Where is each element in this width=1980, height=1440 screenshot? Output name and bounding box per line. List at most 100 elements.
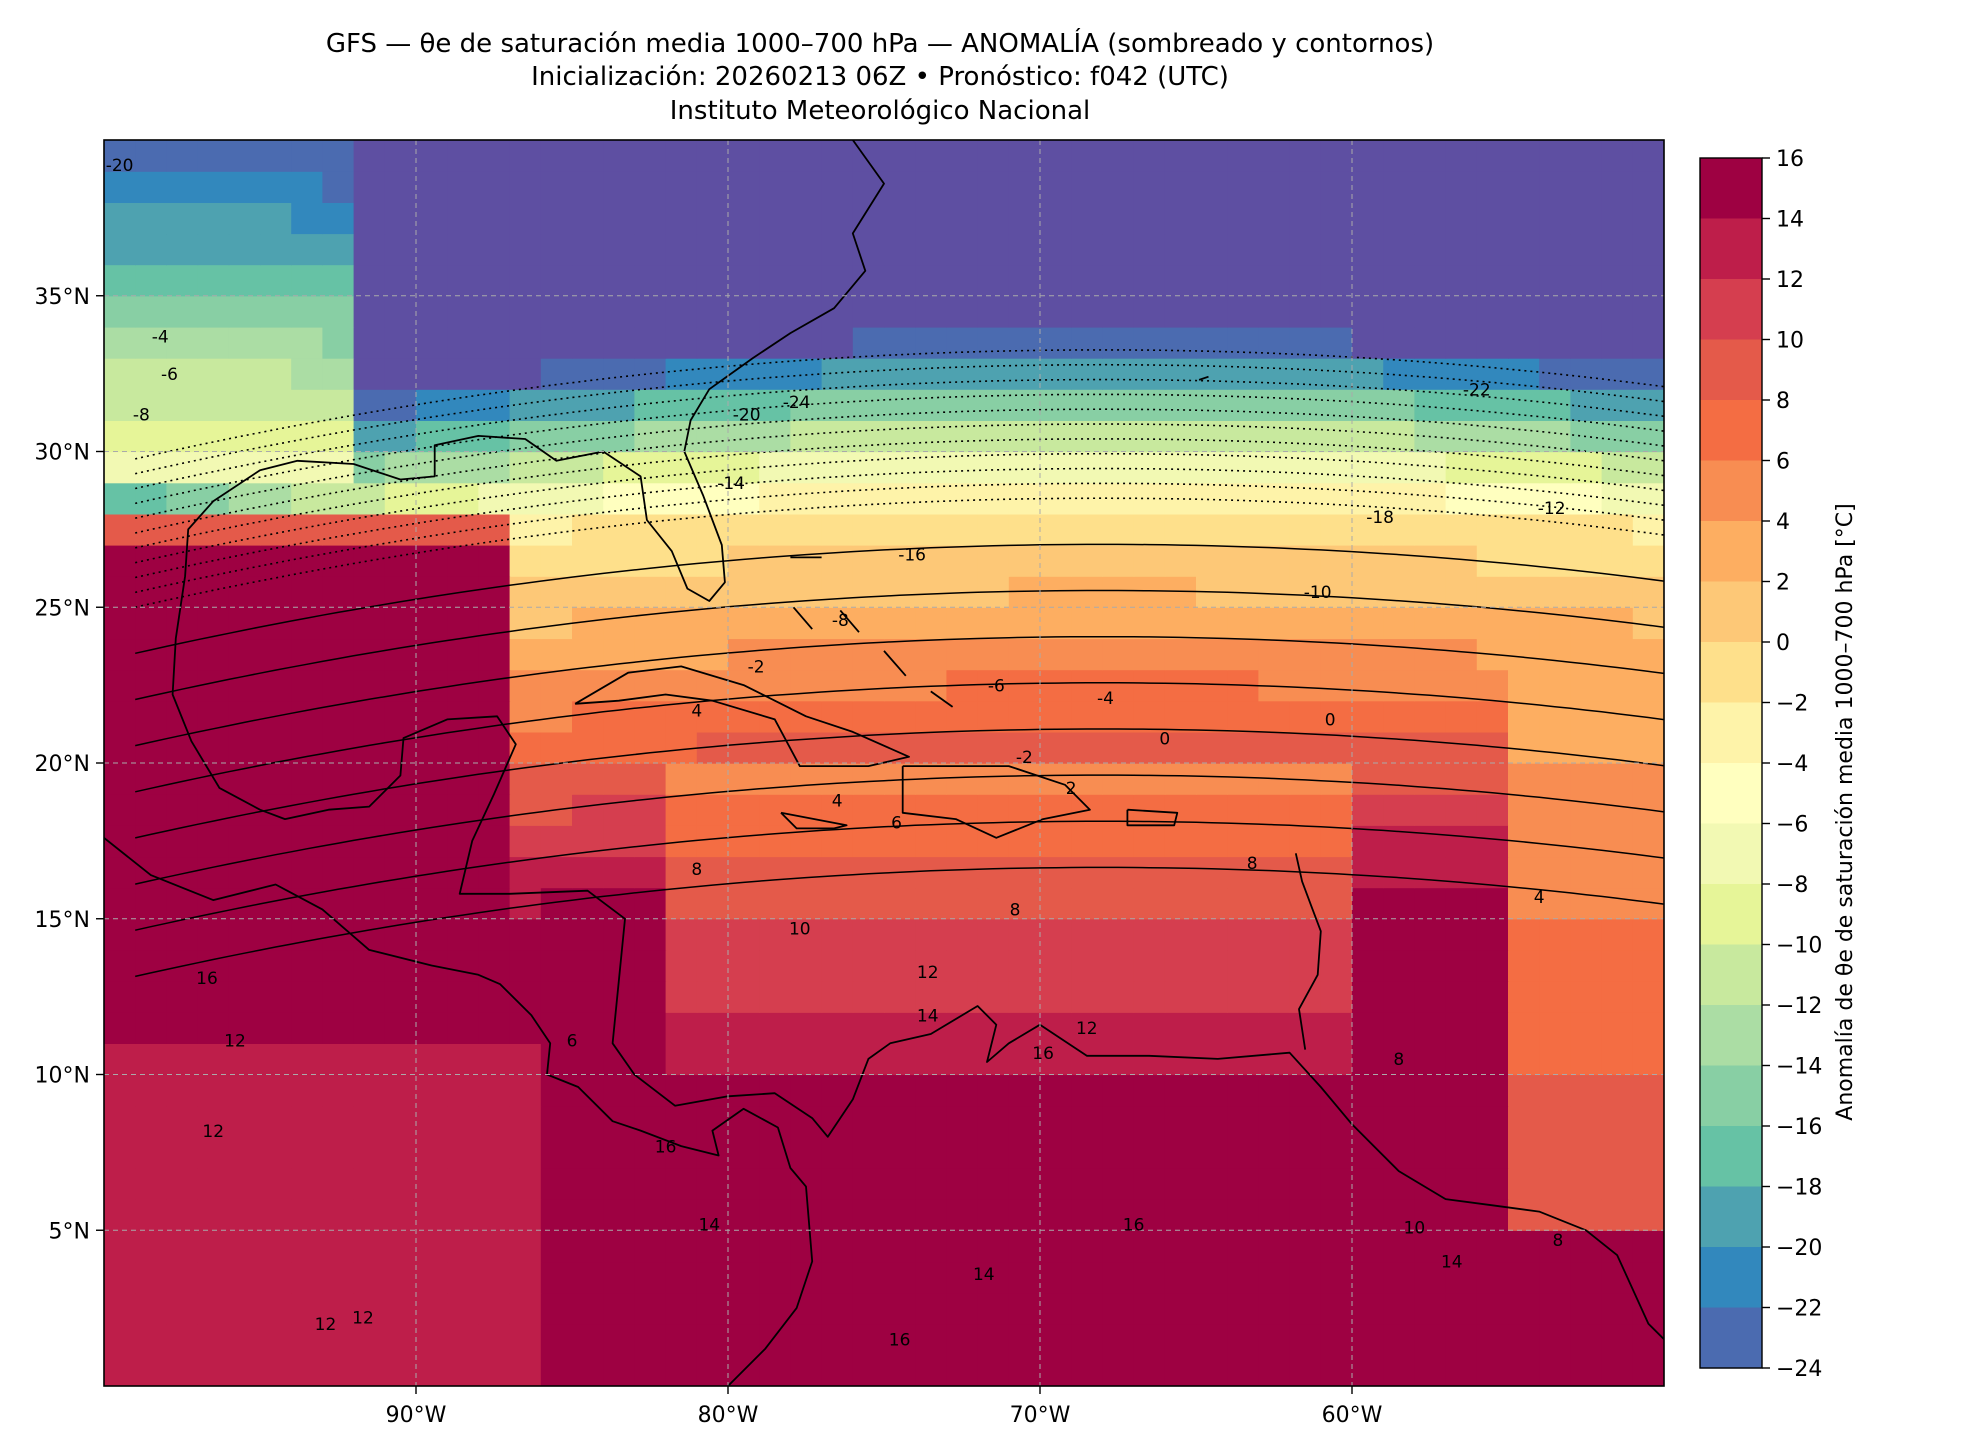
shading-cell xyxy=(1289,1230,1322,1263)
shading-cell xyxy=(572,1136,604,1169)
shading-cell xyxy=(1539,825,1571,858)
shading-cell xyxy=(1040,856,1072,889)
shading-cell xyxy=(540,1230,573,1263)
shading-cell xyxy=(228,1292,261,1325)
lat-tick-label: 10°N xyxy=(35,1064,90,1089)
shading-cell xyxy=(1539,140,1571,172)
shading-cell xyxy=(1289,1354,1322,1386)
shading-cell xyxy=(1133,1074,1166,1107)
shading-cell xyxy=(197,731,230,764)
shading-cell xyxy=(1352,981,1384,1013)
shading-cell xyxy=(1227,513,1259,546)
shading-cell xyxy=(260,1323,292,1356)
shading-cell xyxy=(1289,264,1322,297)
shading-cell xyxy=(790,358,823,390)
shading-cell xyxy=(915,1230,947,1263)
shading-cell xyxy=(1196,887,1228,920)
shading-cell xyxy=(1102,1136,1135,1169)
shading-cell xyxy=(1539,513,1571,546)
shading-cell xyxy=(509,1105,542,1138)
shading-cell xyxy=(946,1230,979,1263)
shading-cell xyxy=(759,295,791,328)
shading-cell xyxy=(790,1074,823,1107)
shading-cell xyxy=(1164,1354,1197,1386)
shading-cell xyxy=(603,669,635,702)
shading-cell xyxy=(135,638,167,671)
shading-cell xyxy=(416,171,448,203)
shading-cell xyxy=(728,887,760,920)
shading-cell xyxy=(322,731,355,764)
shading-cell xyxy=(1164,1012,1197,1044)
contour-label: 14 xyxy=(973,1265,995,1285)
shading-cell xyxy=(291,264,323,297)
shading-cell xyxy=(1164,981,1197,1013)
contour-label: 14 xyxy=(917,1007,939,1027)
shading-cell xyxy=(572,1292,604,1325)
shading-cell xyxy=(1133,513,1166,546)
shading-cell xyxy=(1164,1230,1197,1263)
shading-cell xyxy=(1476,1136,1509,1169)
shading-cell xyxy=(1414,1105,1447,1138)
shading-cell xyxy=(1227,1012,1259,1044)
shading-cell xyxy=(1196,731,1228,764)
shading-cell xyxy=(1383,1105,1415,1138)
shading-cell xyxy=(1601,264,1634,297)
colorbar-tick-label: −12 xyxy=(1776,994,1822,1019)
shading-cell xyxy=(1632,1043,1664,1076)
shading-cell xyxy=(322,638,355,671)
shading-cell xyxy=(634,545,667,577)
shading-cell xyxy=(1508,1230,1540,1263)
shading-cell xyxy=(322,389,355,421)
shading-cell xyxy=(852,981,885,1013)
shading-cell xyxy=(540,451,573,484)
shading-cell xyxy=(384,326,417,359)
shading-cell xyxy=(728,1105,760,1138)
shading-cell xyxy=(478,482,511,515)
shading-cell xyxy=(291,981,323,1013)
shading-cell xyxy=(1601,1136,1634,1169)
coastlines xyxy=(104,140,1664,1386)
shading-cell xyxy=(1133,669,1166,702)
shading-cell xyxy=(1570,389,1603,421)
shading-cell xyxy=(1539,918,1571,951)
shading-cell xyxy=(291,638,323,671)
shading-cell xyxy=(1133,1199,1166,1231)
shading-cell xyxy=(1227,1323,1259,1356)
shading-cell xyxy=(1570,171,1603,203)
shading-cell xyxy=(135,763,167,795)
shading-cell xyxy=(228,295,261,328)
shading-cell xyxy=(1383,1261,1415,1294)
shading-cell xyxy=(1071,1012,1103,1044)
shading-cell xyxy=(353,140,386,172)
shading-cell xyxy=(1008,1074,1041,1107)
shading-cell xyxy=(759,794,791,826)
shading-cell xyxy=(322,264,355,297)
shading-cell xyxy=(1383,949,1415,982)
shading-cell xyxy=(166,513,199,546)
shading-cell xyxy=(291,1105,323,1138)
shading-cell xyxy=(728,1292,760,1325)
shading-cell xyxy=(1383,1292,1415,1325)
shading-cell xyxy=(1102,887,1135,920)
shading-cell xyxy=(572,482,604,515)
shading-cell xyxy=(728,1012,760,1044)
shading-cell xyxy=(572,700,604,733)
shading-cell xyxy=(1539,638,1571,671)
shading-cell xyxy=(572,202,604,235)
shading-cell xyxy=(1258,1354,1291,1386)
shading-cell xyxy=(1320,202,1353,235)
shading-cell xyxy=(1008,1354,1041,1386)
shading-cell xyxy=(1227,1074,1259,1107)
shading-cell xyxy=(915,358,947,390)
shading-cell xyxy=(260,233,292,266)
shading-cell xyxy=(1008,358,1041,390)
shading-cell xyxy=(1258,358,1291,390)
shading-cell xyxy=(540,1292,573,1325)
shading-cell xyxy=(1632,1354,1664,1386)
shading-cell xyxy=(884,794,916,826)
shading-cell xyxy=(1133,638,1166,671)
shading-cell xyxy=(478,794,511,826)
shading-cell xyxy=(1008,1168,1041,1200)
contour-label: -20 xyxy=(733,405,761,425)
contour-label: 6 xyxy=(567,1032,578,1052)
